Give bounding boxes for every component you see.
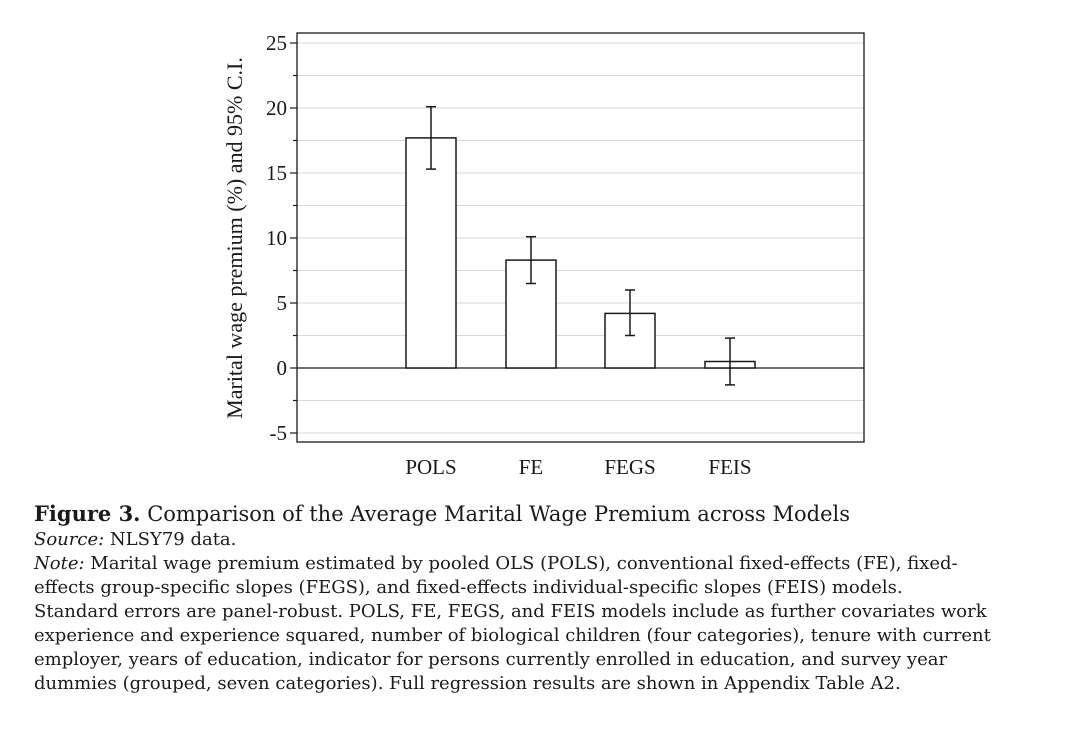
bar-fe: [505, 259, 557, 369]
grid-lines: [297, 42, 864, 434]
y-axis-title: Marital wage premium (%) and 95% C.I.: [222, 57, 247, 419]
y-tick-label: 25: [266, 31, 287, 55]
note-text-1: Marital wage premium estimated by pooled…: [90, 553, 958, 574]
y-tick-label: 15: [266, 161, 287, 185]
source-text: NLSY79 data.: [109, 529, 237, 550]
bars: [405, 105, 756, 386]
x-tick-label-fe: FE: [519, 455, 544, 479]
bar-pols: [405, 137, 457, 369]
note-line-3: Standard errors are panel-robust. POLS, …: [34, 601, 987, 622]
figure-label: Figure 3.: [34, 501, 141, 526]
note-line-5: employer, years of education, indicator …: [34, 649, 948, 670]
figure-title-text: Comparison of the Average Marital Wage P…: [147, 502, 851, 526]
note-line-2: effects group-specific slopes (FEGS), an…: [34, 577, 903, 598]
x-tick-label-feis: FEIS: [708, 455, 751, 479]
y-tick-label: 10: [266, 226, 287, 250]
source-line: Source: NLSY79 data.: [34, 528, 1074, 552]
figure-title: Figure 3. Comparison of the Average Mari…: [34, 500, 1074, 528]
x-tick-label-pols: POLS: [405, 455, 456, 479]
source-label: Source:: [34, 529, 105, 550]
note-line-1: Note: Marital wage premium estimated by …: [34, 552, 1074, 576]
y-tick-label: 20: [266, 96, 287, 120]
note-label: Note:: [34, 553, 85, 574]
y-tick-label: -5: [270, 421, 288, 445]
figure-caption: Figure 3. Comparison of the Average Mari…: [34, 500, 1074, 696]
y-tick-label: 0: [277, 356, 288, 380]
note-line-6: dummies (grouped, seven categories). Ful…: [34, 673, 901, 694]
bar-chart: POLS FE FEGS FEIS -5 0 5 10 15 20 25 Marital wage …: [222, 31, 865, 479]
axes: POLS FE FEGS FEIS -5 0 5 10 15 20 25: [266, 31, 865, 479]
note-line-4: experience and experience squared, numbe…: [34, 625, 991, 646]
x-tick-label-fegs: FEGS: [604, 455, 655, 479]
y-tick-label: 5: [277, 291, 288, 315]
